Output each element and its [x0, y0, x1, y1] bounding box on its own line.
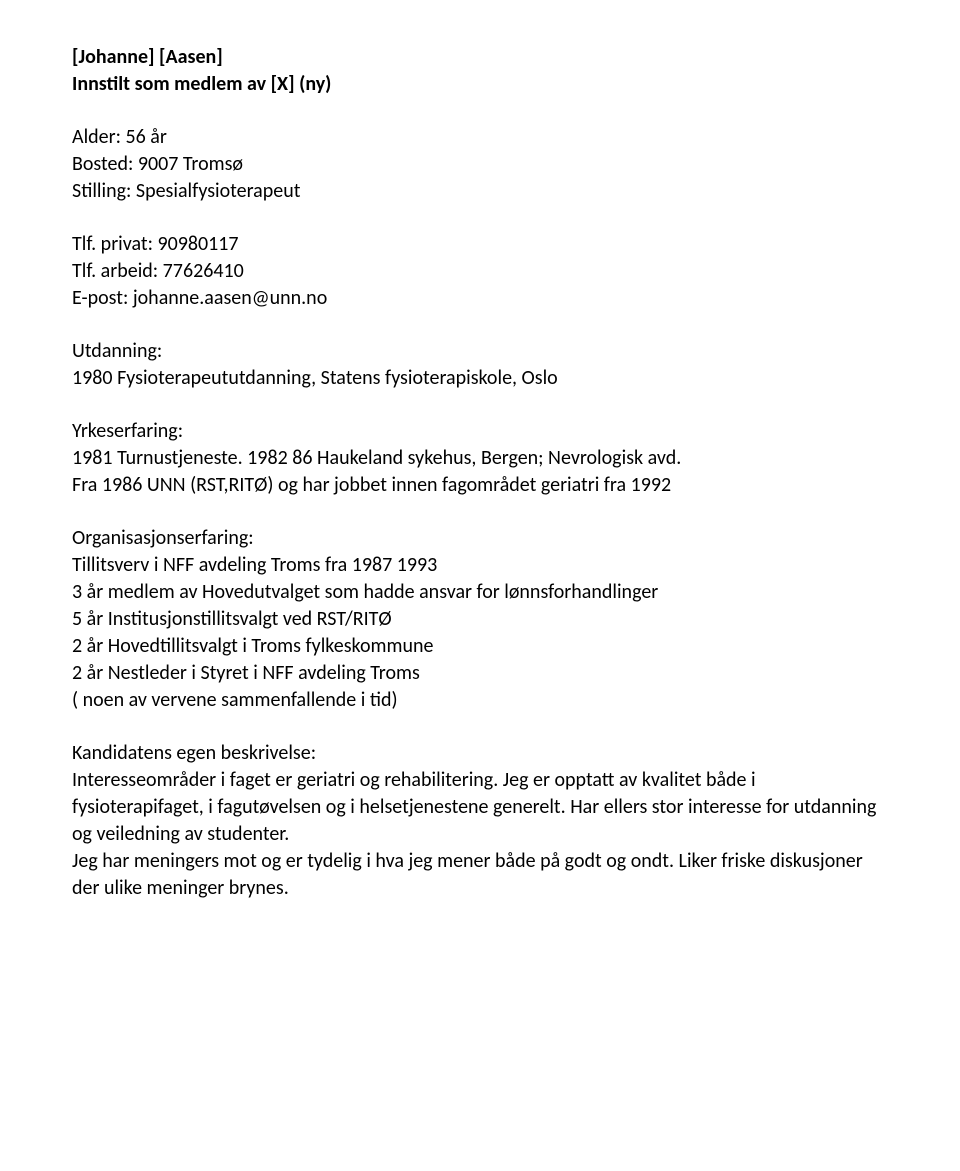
org-exp-line-5: 2 år Nestleder i Styret i NFF avdeling T…	[72, 660, 888, 687]
age-line: Alder: 56 år	[72, 124, 888, 151]
education-heading: Utdanning:	[72, 338, 888, 365]
candidate-position: Innstilt som medlem av [X] (ny)	[72, 71, 888, 98]
org-exp-line-2: 3 år medlem av Hovedutvalget som hadde a…	[72, 579, 888, 606]
contact-block: Tlf. privat: 90980117 Tlf. arbeid: 77626…	[72, 231, 888, 312]
personal-info-block: Alder: 56 år Bosted: 9007 Tromsø Stillin…	[72, 124, 888, 205]
org-exp-line-1: Tillitsverv i NFF avdeling Troms fra 198…	[72, 552, 888, 579]
candidate-description-block: Kandidatens egen beskrivelse: Interesseo…	[72, 740, 888, 902]
email-line: E-post: johanne.aasen@unn.no	[72, 285, 888, 312]
org-exp-line-3: 5 år Institusjonstillitsvalgt ved RST/RI…	[72, 606, 888, 633]
work-exp-heading: Yrkeserfaring:	[72, 418, 888, 445]
education-block: Utdanning: 1980 Fysioterapeututdanning, …	[72, 338, 888, 392]
candidate-desc-heading: Kandidatens egen beskrivelse:	[72, 740, 888, 767]
education-line-1: 1980 Fysioterapeututdanning, Statens fys…	[72, 365, 888, 392]
job-title-line: Stilling: Spesialfysioterapeut	[72, 178, 888, 205]
phone-work-line: Tlf. arbeid: 77626410	[72, 258, 888, 285]
phone-private-line: Tlf. privat: 90980117	[72, 231, 888, 258]
work-exp-line-1: 1981 Turnustjeneste. 1982 86 Haukeland s…	[72, 445, 888, 472]
work-experience-block: Yrkeserfaring: 1981 Turnustjeneste. 1982…	[72, 418, 888, 499]
org-exp-line-4: 2 år Hovedtillitsvalgt i Troms fylkeskom…	[72, 633, 888, 660]
org-exp-heading: Organisasjonserfaring:	[72, 525, 888, 552]
org-exp-line-6: ( noen av vervene sammenfallende i tid)	[72, 687, 888, 714]
org-experience-block: Organisasjonserfaring: Tillitsverv i NFF…	[72, 525, 888, 714]
candidate-desc-para-1: Interesseområder i faget er geriatri og …	[72, 767, 888, 848]
candidate-name: [Johanne] [Aasen]	[72, 44, 888, 71]
work-exp-line-2: Fra 1986 UNN (RST,RITØ) og har jobbet in…	[72, 472, 888, 499]
candidate-desc-para-2: Jeg har meningers mot og er tydelig i hv…	[72, 848, 888, 902]
header-block: [Johanne] [Aasen] Innstilt som medlem av…	[72, 44, 888, 98]
residence-line: Bosted: 9007 Tromsø	[72, 151, 888, 178]
